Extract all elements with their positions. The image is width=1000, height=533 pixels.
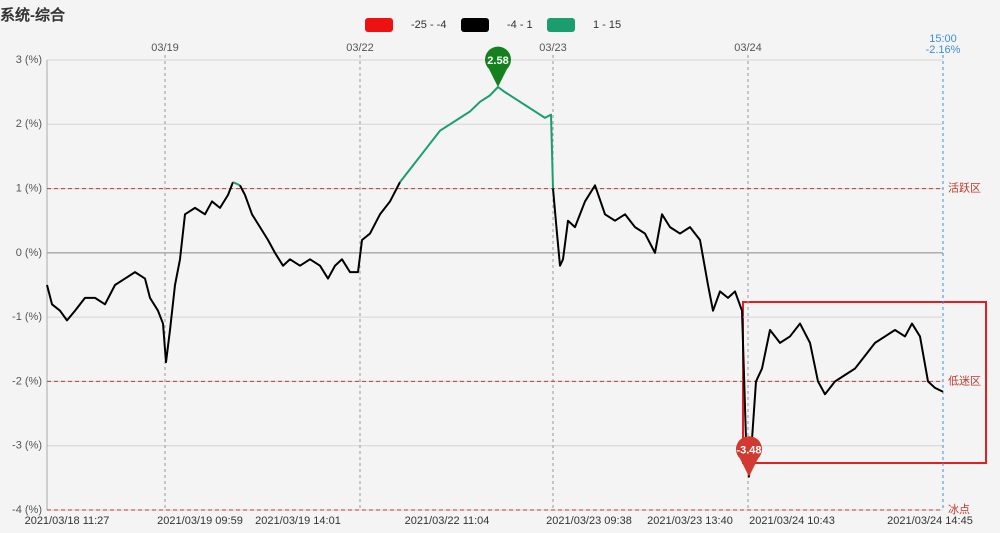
y-tick-label: 0 (%) — [16, 247, 42, 259]
pin: -3.48 — [736, 436, 762, 477]
x-tick-label: 2021/03/18 11:27 — [25, 515, 110, 527]
day-label: 03/22 — [346, 42, 374, 54]
legend-label: 1 - 15 — [593, 19, 621, 31]
line-segment — [239, 181, 401, 280]
pin: 2.58 — [485, 46, 511, 87]
pin-label: -3.48 — [736, 444, 761, 456]
y-tick-label: 1 (%) — [16, 182, 42, 194]
x-tick-label: 2021/03/22 11:04 — [405, 515, 490, 527]
reference-label: 活跃区 — [948, 180, 981, 194]
x-tick-label: 2021/03/23 09:38 — [546, 515, 632, 527]
pin-label: 2.58 — [487, 55, 508, 67]
legend-swatch — [461, 18, 489, 32]
legend-swatch — [547, 18, 575, 32]
line-segment — [232, 181, 241, 187]
legend-label: -4 - 1 — [507, 19, 533, 31]
x-tick-label: 2021/03/24 14:45 — [887, 515, 973, 527]
now-label: 15:00 — [929, 33, 957, 45]
y-tick-label: 2 (%) — [16, 118, 42, 130]
pin-shape — [485, 46, 511, 87]
y-tick-label: -1 (%) — [12, 311, 42, 323]
y-tick-label: -4 (%) — [12, 504, 42, 516]
line-segment — [399, 86, 554, 189]
reference-label: 低迷区 — [948, 374, 981, 387]
x-tick-label: 2021/03/24 10:43 — [749, 515, 835, 527]
day-label: 03/24 — [734, 42, 762, 54]
line-segment — [46, 181, 234, 364]
y-tick-label: 3 (%) — [16, 54, 42, 66]
end-value-label: -2.16% — [926, 44, 961, 56]
legend-swatch — [365, 18, 393, 32]
reference-label: 冰点 — [948, 503, 970, 516]
line-segment — [552, 184, 944, 478]
y-tick-label: -3 (%) — [12, 440, 42, 452]
day-label: 03/23 — [539, 42, 567, 54]
chart-title: 系统-综合 — [0, 6, 66, 24]
highlight-box — [742, 301, 987, 464]
x-tick-label: 2021/03/19 09:59 — [157, 515, 243, 527]
y-tick-label: -2 (%) — [12, 375, 42, 387]
day-label: 03/19 — [151, 42, 179, 54]
pin-shape — [736, 436, 762, 477]
x-tick-label: 2021/03/19 14:01 — [255, 515, 341, 527]
x-tick-label: 2021/03/23 13:40 — [647, 515, 733, 527]
legend-label: -25 - -4 — [411, 19, 446, 31]
